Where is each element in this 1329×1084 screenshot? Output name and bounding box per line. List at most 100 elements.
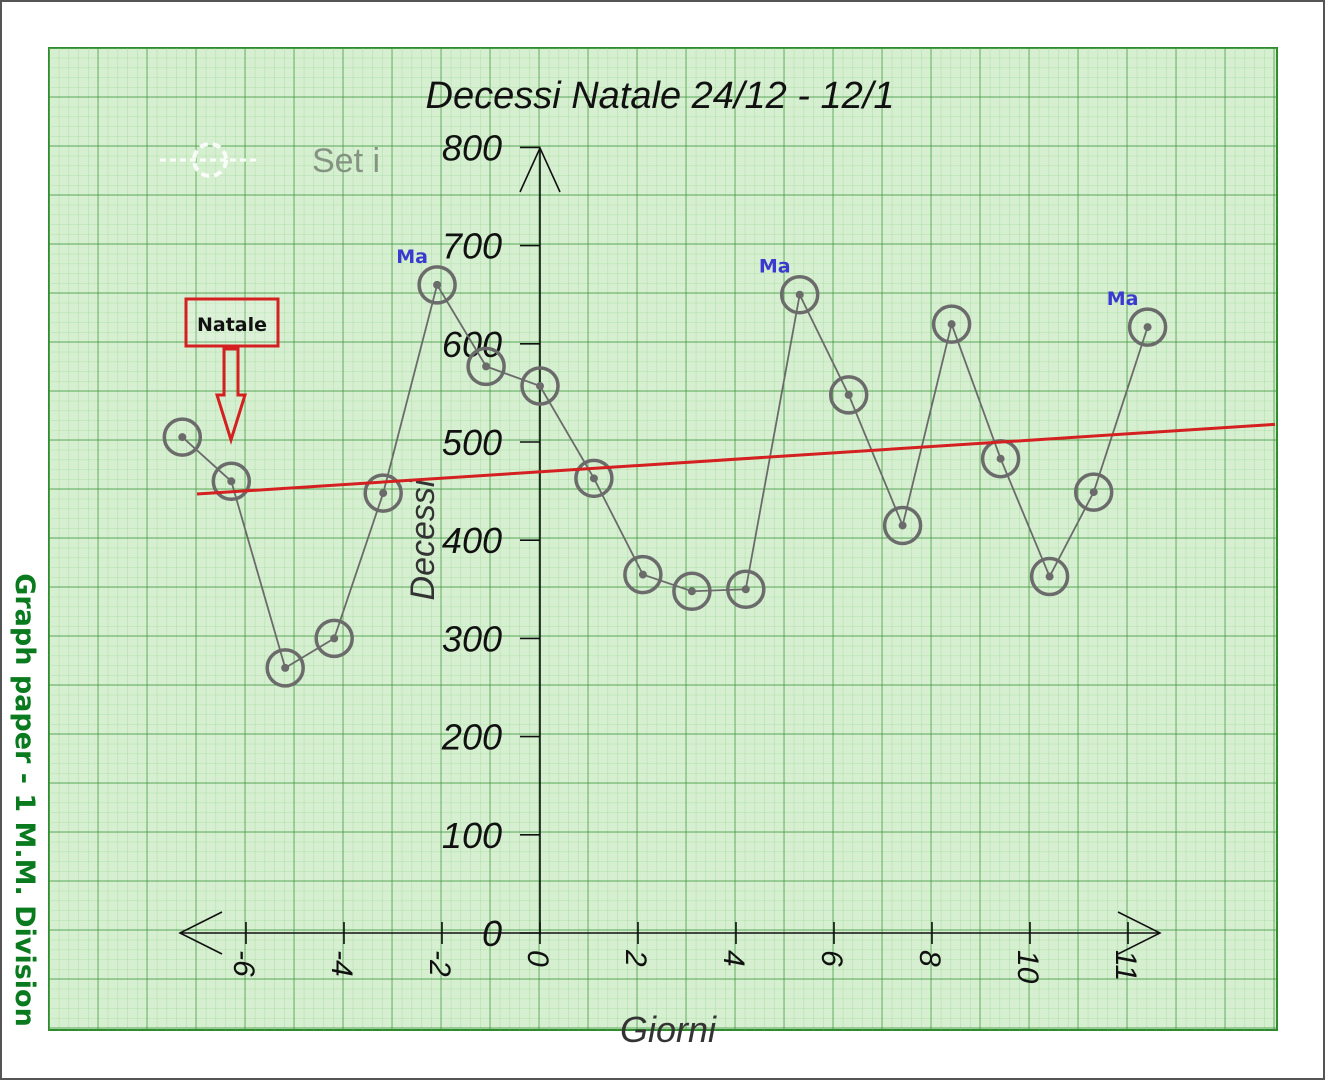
data-point	[828, 375, 869, 415]
data-point	[672, 571, 712, 612]
data-point	[623, 554, 663, 595]
data-point	[931, 304, 972, 344]
y-tick-label: 0	[482, 913, 502, 954]
natale-annotation: Natale	[184, 297, 280, 446]
data-point-dot	[536, 382, 544, 391]
trend-line-segment	[196, 422, 1276, 496]
data-point	[520, 366, 560, 406]
data-point-ring	[931, 304, 972, 344]
data-point-dot	[281, 663, 290, 672]
data-point-ring	[466, 346, 506, 387]
graph-paper-minor-grid	[49, 48, 1277, 1030]
data-point-dot	[433, 280, 442, 289]
y-tick-label: 200	[441, 717, 502, 758]
data-point-ring	[314, 618, 354, 659]
series-points	[162, 265, 1168, 688]
y-tick-label: 700	[442, 226, 502, 267]
data-point-ring	[162, 417, 203, 457]
data-point-ring	[211, 461, 252, 502]
x-tick-label: 8	[913, 950, 946, 967]
data-point-ring	[520, 366, 560, 406]
data-point-ring	[574, 458, 614, 499]
data-point-ring	[265, 648, 305, 688]
x-tick-label: -6	[227, 950, 260, 977]
graph-paper-major-grid	[49, 48, 1277, 1030]
y-tick-label: 100	[442, 815, 502, 856]
watermark-text: Set i	[312, 142, 380, 180]
data-point-dot	[379, 489, 388, 498]
data-point-dot	[947, 320, 956, 329]
peak-labels: Ma Ma Ma	[396, 246, 1138, 310]
data-point	[1127, 307, 1168, 347]
x-axis-arrow-right	[1117, 911, 1162, 955]
x-tick-label: -2	[423, 950, 456, 977]
x-tick-label: 11	[1109, 950, 1142, 981]
x-tick-label: 0	[521, 950, 554, 967]
y-tick-label: 400	[442, 520, 502, 561]
peak-label: Ma	[396, 246, 428, 268]
x-axis-ticks: -6 -4 -2 0 2 4 6 8 10 11	[227, 922, 1142, 984]
y-tick-label: 800	[442, 127, 502, 168]
data-point	[779, 274, 820, 315]
arrow-down-icon	[214, 347, 248, 446]
data-point	[1073, 472, 1114, 512]
data-point-dot	[996, 454, 1005, 463]
data-point-dot	[178, 433, 187, 442]
data-point-dot	[687, 587, 696, 596]
data-point-dot	[638, 570, 647, 579]
data-point	[162, 417, 203, 457]
data-point-ring	[672, 571, 712, 612]
data-point-dot	[1143, 323, 1152, 332]
chart-title: Decessi Natale 24/12 - 12/1	[426, 75, 895, 117]
data-point	[1029, 556, 1070, 597]
data-point	[363, 473, 403, 513]
series-polyline	[181, 282, 1149, 670]
data-point-ring	[726, 569, 766, 610]
watermark: Set i	[160, 142, 380, 180]
data-point-dot	[1089, 488, 1098, 497]
natale-label: Natale	[197, 314, 267, 336]
x-tick-label: 2	[619, 949, 652, 967]
data-point-ring	[1029, 556, 1070, 597]
data-point	[466, 346, 506, 387]
x-tick-label: -4	[325, 950, 358, 977]
data-point-ring	[623, 554, 663, 595]
series-line	[181, 282, 1149, 670]
data-point-ring	[1073, 472, 1114, 512]
data-point-ring	[779, 274, 820, 315]
gear-icon	[160, 142, 260, 178]
data-point-dot	[227, 477, 236, 486]
trend-line	[196, 422, 1276, 496]
x-axis-label: Giorni	[620, 1009, 717, 1050]
data-point-ring	[828, 375, 869, 415]
x-axis-arrow-left	[178, 911, 223, 955]
data-point-dot	[1045, 572, 1054, 581]
data-point-ring	[1127, 307, 1168, 347]
y-axis-label: Decessi	[404, 478, 442, 600]
x-tick-label: 4	[717, 950, 750, 967]
data-point-dot	[589, 474, 598, 483]
data-point-ring	[417, 265, 457, 305]
side-label: Graph paper - 1 M.M. Division	[9, 573, 40, 1027]
data-point	[882, 505, 923, 546]
y-tick-label: 300	[442, 618, 502, 659]
peak-label: Ma	[759, 256, 791, 278]
data-point-ring	[882, 505, 923, 546]
data-point-dot	[898, 521, 907, 530]
data-point	[417, 265, 457, 305]
data-point	[265, 648, 305, 688]
data-point	[314, 618, 354, 659]
data-point	[211, 461, 252, 502]
peak-label: Ma	[1107, 288, 1139, 310]
data-point-dot	[330, 634, 339, 643]
y-tick-label: 500	[442, 422, 502, 463]
data-point-dot	[741, 585, 750, 594]
x-tick-label: 10	[1011, 950, 1044, 984]
data-point-ring	[363, 473, 403, 513]
data-point	[726, 569, 766, 610]
natale-box	[184, 297, 280, 348]
data-point-dot	[482, 362, 491, 371]
